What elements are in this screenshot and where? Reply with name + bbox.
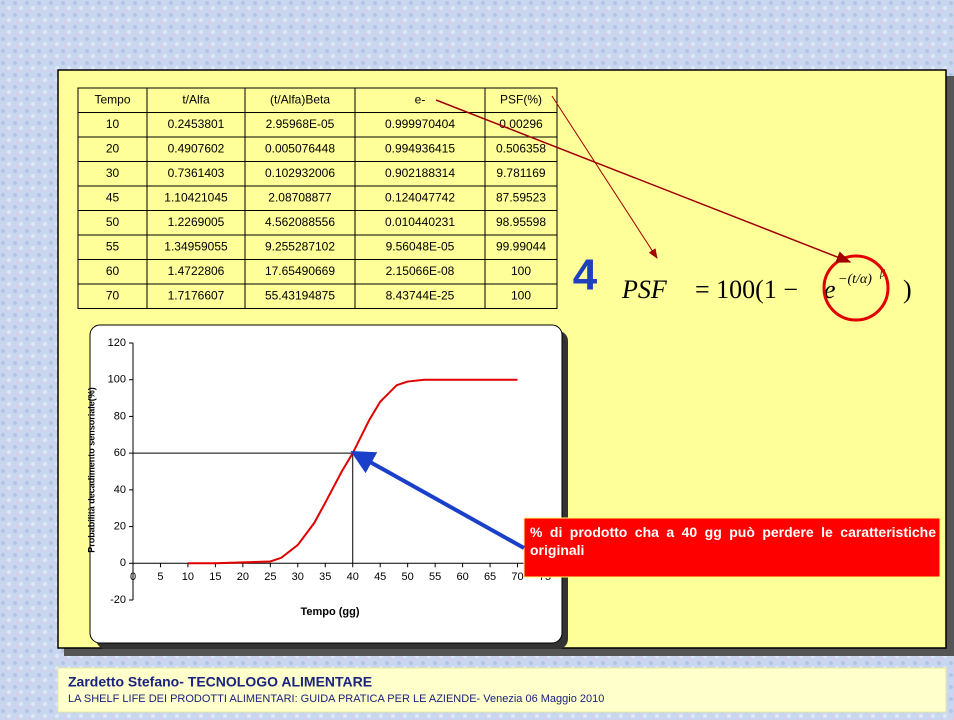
- cell: 0.7361403: [168, 166, 225, 180]
- cell: 0.00296: [499, 117, 543, 131]
- table: Tempo t/Alfa (t/Alfa)Beta e- PSF(%) 10 0.24538…: [77, 87, 558, 309]
- callout: % di prodotto cha a 40 gg può perdere le…: [530, 524, 936, 558]
- x-tick-label: 60: [456, 571, 468, 583]
- header-cell: t/Alfa: [182, 92, 210, 106]
- cell: 99.99044: [496, 239, 546, 253]
- footer-title: Zardetto Stefano- TECNOLOGO ALIMENTARE: [68, 674, 372, 690]
- y-tick-label: 120: [108, 337, 126, 349]
- y-tick-label: 0: [120, 557, 126, 569]
- header-cell: e-: [415, 92, 426, 106]
- header-cell: PSF(%): [500, 92, 542, 106]
- cell: 10: [106, 117, 120, 131]
- x-tick-label: 15: [209, 571, 221, 583]
- cell: 9.781169: [496, 166, 545, 180]
- x-tick-label: 45: [374, 571, 386, 583]
- formula: PSF = 100(1 − e −(t/α) β ): [621, 268, 912, 304]
- y-tick-label: 20: [114, 520, 126, 532]
- table-bg: [77, 87, 558, 309]
- cell: 17.65490669: [265, 264, 335, 278]
- arrow: [551, 95, 658, 259]
- cell: 100: [511, 264, 531, 278]
- cell: 1.4722806: [168, 264, 225, 278]
- cell: 4.562088556: [265, 215, 335, 229]
- cell: 50: [106, 215, 120, 229]
- formula-base: e: [824, 275, 836, 304]
- step-number: 4: [573, 251, 598, 300]
- cell: 0.2453801: [168, 117, 225, 131]
- cell: 100: [511, 288, 531, 302]
- cell: 2.95968E-05: [266, 117, 335, 131]
- cell: 9.255287102: [265, 239, 335, 253]
- y-axis-label: Probabilità decadimento sensoriale(%): [86, 387, 96, 553]
- cell: 2.15066E-08: [386, 264, 455, 278]
- cell: 1.10421045: [164, 190, 228, 204]
- header-cell: (t/Alfa)Beta: [270, 92, 330, 106]
- footer: [57, 667, 947, 713]
- cell: 55.43194875: [265, 288, 335, 302]
- x-tick-label: 55: [429, 571, 441, 583]
- cell: 98.95598: [496, 215, 546, 229]
- cell: 55: [106, 239, 120, 253]
- cell: 2.08708877: [268, 190, 332, 204]
- formula-exp: −(t/α): [838, 272, 872, 287]
- formula-lhs: PSF: [621, 275, 668, 304]
- callout-box: [523, 517, 941, 578]
- cell: 0.102932006: [265, 166, 335, 180]
- cell: 1.2269005: [168, 215, 225, 229]
- x-tick-label: 20: [237, 571, 249, 583]
- y-tick-label: -20: [110, 594, 126, 606]
- cell: 0.902188314: [385, 166, 455, 180]
- arrow: [435, 99, 852, 263]
- cell: 60: [106, 264, 120, 278]
- cell: 0.005076448: [265, 141, 335, 155]
- cell: 30: [106, 166, 120, 180]
- cell: 0.4907602: [168, 141, 225, 155]
- x-tick-label: 50: [402, 571, 414, 583]
- x-tick-label: 10: [182, 571, 194, 583]
- x-axis-label: Tempo (gg): [300, 606, 359, 618]
- y-tick-label: 80: [114, 410, 126, 422]
- callout-text: % di prodotto cha a 40 gg può perdere le…: [530, 524, 936, 558]
- x-tick-label: 30: [292, 571, 304, 583]
- cell: 0.506358: [496, 141, 546, 155]
- x-tick-label: 0: [130, 571, 136, 583]
- cell: 87.59523: [496, 190, 546, 204]
- y-tick-label: 60: [114, 447, 126, 459]
- cell: 0.124047742: [385, 190, 455, 204]
- y-tick-label: 40: [114, 484, 126, 496]
- x-tick-label: 25: [264, 571, 276, 583]
- highlight-circle: [822, 254, 890, 322]
- cell: 20: [106, 141, 120, 155]
- cell: 0.010440231: [385, 215, 455, 229]
- cell: 70: [106, 288, 120, 302]
- formula-exp-power: β: [879, 268, 885, 279]
- x-tick-label: 5: [157, 571, 163, 583]
- x-tick-label: 35: [319, 571, 331, 583]
- y-tick-label: 100: [108, 374, 126, 386]
- header-cell: Tempo: [94, 92, 130, 106]
- callout-arrow: [350, 451, 525, 550]
- formula-mid: = 100(1 −: [695, 275, 798, 304]
- cell: 8.43744E-25: [386, 288, 455, 302]
- footer-subtitle: LA SHELF LIFE DEI PRODOTTI ALIMENTARI: G…: [68, 693, 604, 705]
- cell: 9.56048E-05: [386, 239, 455, 253]
- x-tick-label: 40: [347, 571, 359, 583]
- cell: 0.999970404: [385, 117, 455, 131]
- x-tick-label: 70: [511, 571, 523, 583]
- cell: 1.7176607: [168, 288, 225, 302]
- x-tick-label: 65: [484, 571, 496, 583]
- cell: 0.994936415: [385, 141, 455, 155]
- cell: 1.34959055: [164, 239, 228, 253]
- formula-close: ): [903, 275, 912, 304]
- chart-box: [89, 324, 563, 644]
- cell: 45: [106, 190, 120, 204]
